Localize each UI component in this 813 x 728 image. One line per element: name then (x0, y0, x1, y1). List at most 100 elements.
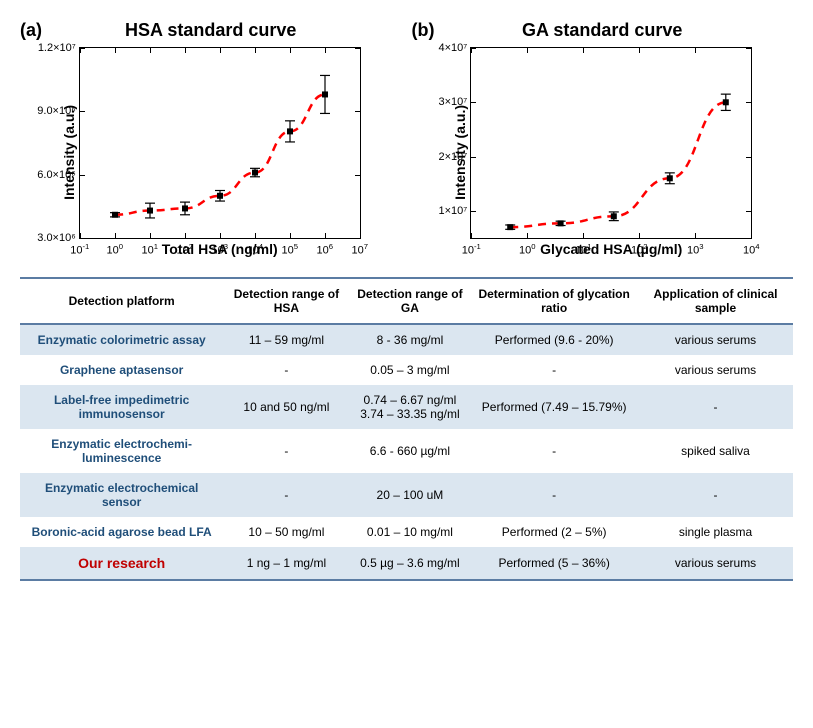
panel-a: (a) HSA standard curve Intensity (a.u.) … (20, 20, 402, 257)
table-cell: Enzymatic electrochemical sensor (20, 473, 223, 517)
table-cell: 0.05 – 3 mg/ml (350, 355, 471, 385)
x-tick-label: 100 (519, 238, 536, 257)
y-tick-label: 1×10⁷ (438, 205, 471, 217)
y-tick-label: 9.0×10⁶ (37, 105, 79, 117)
comparison-table: Detection platformDetection range of HSA… (20, 277, 793, 581)
table-cell: 8 - 36 mg/ml (350, 324, 471, 355)
table-row: Our research1 ng – 1 mg/ml0.5 µg – 3.6 m… (20, 547, 793, 580)
panel-a-plot-container: 3.0×10⁶6.0×10⁶9.0×10⁶1.2×10⁷10-110010110… (79, 47, 361, 257)
panel-a-chart-wrap: Intensity (a.u.) 3.0×10⁶6.0×10⁶9.0×10⁶1.… (20, 47, 402, 257)
table-cell: various serums (638, 547, 793, 580)
table-cell: Performed (2 – 5%) (470, 517, 638, 547)
data-marker (182, 205, 188, 211)
table-cell: 0.5 µg – 3.6 mg/ml (350, 547, 471, 580)
table-cell: Graphene aptasensor (20, 355, 223, 385)
table-cell: 20 – 100 uM (350, 473, 471, 517)
y-tick-label: 3×10⁷ (438, 96, 471, 108)
y-tick-label: 1.2×10⁷ (38, 42, 80, 54)
table-cell: - (638, 473, 793, 517)
data-marker (217, 193, 223, 199)
table-row: Enzymatic colorimetric assay11 – 59 mg/m… (20, 324, 793, 355)
table-cell: 6.6 - 660 µg/ml (350, 429, 471, 473)
x-tick-label: 106 (316, 238, 333, 257)
y-tick-label: 6.0×10⁶ (37, 169, 79, 181)
panel-b: (b) GA standard curve Intensity (a.u.) 1… (412, 20, 794, 257)
data-marker (558, 220, 564, 226)
table-header-cell: Determination of glycation ratio (470, 278, 638, 324)
table-cell: Performed (5 – 36%) (470, 547, 638, 580)
panel-a-title: HSA standard curve (20, 20, 402, 41)
table-header-cell: Application of clinical sample (638, 278, 793, 324)
panel-b-label: (b) (412, 20, 435, 41)
x-tick-label: 102 (176, 238, 193, 257)
chart-svg (471, 48, 751, 238)
data-marker (147, 208, 153, 214)
data-marker (507, 224, 513, 230)
x-tick-label: 101 (575, 238, 592, 257)
table-row: Label-free impedimetric immunosensor10 a… (20, 385, 793, 429)
table-header-cell: Detection range of HSA (223, 278, 349, 324)
table-cell: 0.74 – 6.67 ng/ml3.74 – 33.35 ng/ml (350, 385, 471, 429)
table-cell: - (223, 355, 349, 385)
table-cell: - (223, 473, 349, 517)
table-header-cell: Detection platform (20, 278, 223, 324)
table-cell: 0.01 – 10 mg/ml (350, 517, 471, 547)
table-cell: Our research (20, 547, 223, 580)
fit-curve (510, 102, 726, 227)
panel-b-plot: 1×10⁷2×10⁷3×10⁷4×10⁷10-1100101102103104 (470, 47, 752, 239)
x-tick-label: 100 (106, 238, 123, 257)
x-tick-label: 104 (246, 238, 263, 257)
table-cell: Boronic-acid agarose bead LFA (20, 517, 223, 547)
figure-row: (a) HSA standard curve Intensity (a.u.) … (20, 20, 793, 257)
data-marker (287, 128, 293, 134)
table-row: Enzymatic electrochemical sensor-20 – 10… (20, 473, 793, 517)
table-cell: various serums (638, 324, 793, 355)
table-cell: spiked saliva (638, 429, 793, 473)
panel-a-plot: 3.0×10⁶6.0×10⁶9.0×10⁶1.2×10⁷10-110010110… (79, 47, 361, 239)
data-marker (611, 213, 617, 219)
data-marker (112, 212, 118, 218)
x-tick-label: 105 (281, 238, 298, 257)
chart-svg (80, 48, 360, 238)
panel-a-label: (a) (20, 20, 42, 41)
x-tick-label: 107 (351, 238, 368, 257)
table-cell: Enzymatic electrochemi-luminescence (20, 429, 223, 473)
panel-b-plot-container: 1×10⁷2×10⁷3×10⁷4×10⁷10-1100101102103104 … (470, 47, 752, 257)
table-cell: - (470, 429, 638, 473)
data-marker (322, 91, 328, 97)
panel-b-xlabel: Glycated HSA (µg/ml) (470, 241, 752, 257)
table-row: Enzymatic electrochemi-luminescence-6.6 … (20, 429, 793, 473)
x-tick-label: 10-1 (70, 238, 89, 257)
table-cell: - (470, 355, 638, 385)
x-tick-label: 10-1 (462, 238, 481, 257)
table-cell: various serums (638, 355, 793, 385)
table-cell: 11 – 59 mg/ml (223, 324, 349, 355)
table-cell: Label-free impedimetric immunosensor (20, 385, 223, 429)
table-cell: - (638, 385, 793, 429)
y-tick-label: 4×10⁷ (438, 42, 471, 54)
table-cell: 1 ng – 1 mg/ml (223, 547, 349, 580)
table-cell: - (470, 473, 638, 517)
panel-b-title: GA standard curve (412, 20, 794, 41)
table-header-cell: Detection range of GA (350, 278, 471, 324)
table-row: Graphene aptasensor-0.05 – 3 mg/ml-vario… (20, 355, 793, 385)
table-cell: 10 – 50 mg/ml (223, 517, 349, 547)
panel-a-ylabel: Intensity (a.u.) (61, 105, 77, 200)
data-marker (252, 170, 258, 176)
x-tick-label: 102 (631, 238, 648, 257)
x-tick-label: 101 (141, 238, 158, 257)
x-tick-label: 103 (687, 238, 704, 257)
panel-b-chart-wrap: Intensity (a.u.) 1×10⁷2×10⁷3×10⁷4×10⁷10-… (412, 47, 794, 257)
table-cell: Performed (7.49 – 15.79%) (470, 385, 638, 429)
table-body: Enzymatic colorimetric assay11 – 59 mg/m… (20, 324, 793, 580)
x-tick-label: 103 (211, 238, 228, 257)
data-marker (723, 99, 729, 105)
table-cell: 10 and 50 ng/ml (223, 385, 349, 429)
table-cell: Enzymatic colorimetric assay (20, 324, 223, 355)
table-cell: single plasma (638, 517, 793, 547)
table-cell: - (223, 429, 349, 473)
data-marker (667, 175, 673, 181)
table-row: Boronic-acid agarose bead LFA10 – 50 mg/… (20, 517, 793, 547)
x-tick-label: 104 (743, 238, 760, 257)
y-tick-label: 2×10⁷ (438, 151, 471, 163)
